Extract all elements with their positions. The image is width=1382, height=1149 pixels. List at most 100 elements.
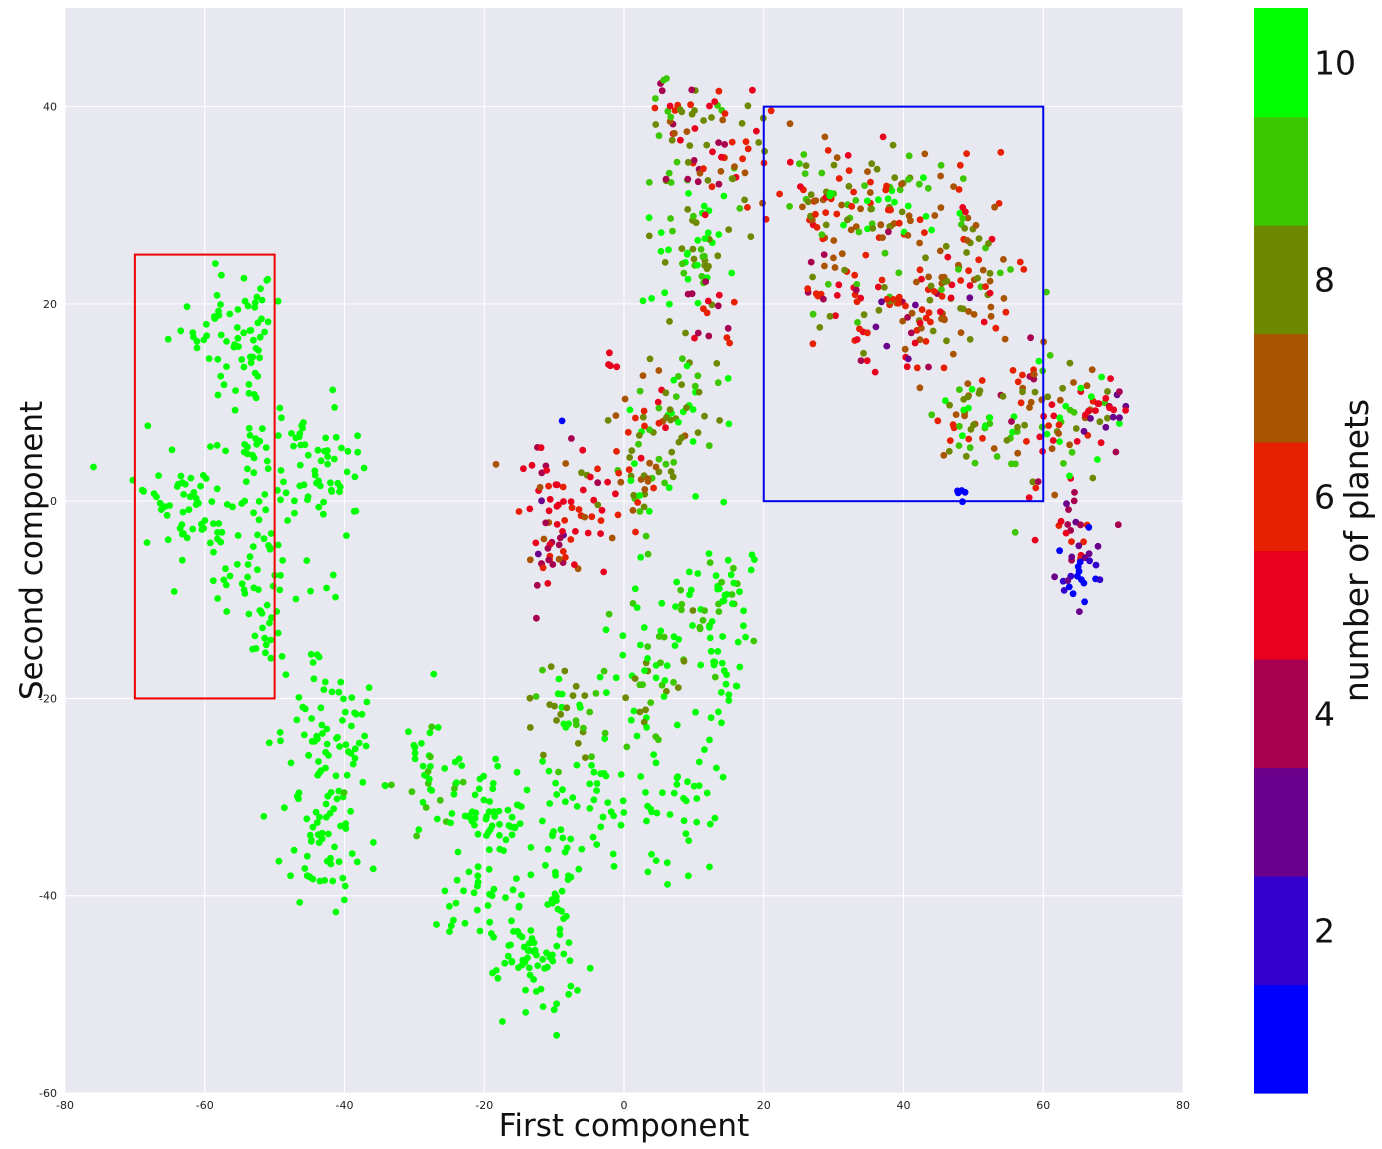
data-point [233, 324, 241, 331]
data-point [426, 729, 434, 737]
data-point [381, 782, 389, 790]
data-point [955, 186, 963, 193]
data-point [262, 641, 270, 649]
data-point [601, 729, 609, 737]
data-point [918, 306, 926, 313]
data-point [704, 297, 712, 305]
data-point [1092, 407, 1099, 414]
data-point [352, 710, 360, 718]
data-point [856, 325, 863, 333]
data-point [714, 379, 722, 387]
data-point [736, 205, 744, 212]
data-point [297, 441, 305, 449]
data-point [671, 129, 678, 137]
data-point [1011, 528, 1019, 536]
data-point [303, 852, 311, 860]
data-point [942, 242, 950, 250]
data-point [428, 787, 436, 794]
data-point [327, 860, 335, 868]
data-point [410, 741, 418, 749]
data-point [559, 528, 566, 535]
data-point [447, 922, 455, 930]
data-point [716, 417, 723, 424]
data-point [526, 505, 534, 513]
data-point [321, 877, 329, 884]
data-point [317, 457, 325, 465]
data-point [679, 355, 686, 363]
data-point [957, 329, 965, 336]
data-point [213, 441, 221, 449]
data-point [943, 277, 951, 285]
data-point [813, 224, 821, 231]
data-point [502, 894, 509, 901]
data-point [972, 221, 980, 229]
data-point [510, 928, 517, 935]
data-point [596, 673, 604, 681]
data-point [287, 872, 294, 880]
data-point [776, 190, 783, 198]
data-point [667, 113, 675, 121]
data-point [295, 433, 303, 441]
data-point [719, 773, 727, 781]
red-box [133, 253, 276, 700]
data-point [332, 908, 340, 916]
data-point [683, 250, 691, 258]
data-point [991, 203, 998, 211]
data-point [1092, 561, 1100, 569]
data-point [916, 319, 924, 327]
data-point [853, 281, 861, 288]
data-point [987, 303, 995, 311]
data-point [1035, 357, 1043, 365]
data-point [627, 716, 635, 724]
data-point [321, 678, 329, 686]
data-point [640, 503, 648, 511]
data-point [337, 678, 345, 686]
data-point [597, 770, 605, 778]
data-point [961, 488, 969, 496]
data-point [1051, 491, 1059, 499]
data-point [278, 653, 286, 660]
data-point [975, 256, 983, 264]
data-point [590, 796, 598, 804]
data-point [564, 876, 572, 883]
data-point [862, 251, 870, 259]
data-point [597, 530, 604, 537]
data-point [1025, 494, 1033, 501]
data-point [232, 387, 240, 394]
data-point [922, 338, 930, 345]
data-point [461, 919, 469, 927]
data-point [222, 581, 230, 589]
data-point [1088, 366, 1096, 374]
data-point [450, 916, 457, 924]
data-point [200, 336, 208, 344]
data-point [1097, 439, 1105, 447]
data-point [703, 141, 711, 149]
data-point [166, 502, 174, 509]
data-point [1116, 388, 1123, 396]
data-point [922, 314, 930, 322]
data-point [312, 808, 320, 816]
data-point [820, 295, 827, 303]
data-point [226, 572, 234, 580]
data-point [1066, 472, 1073, 480]
data-point [666, 811, 674, 818]
data-point [723, 334, 731, 341]
data-point [546, 701, 554, 708]
data-point [1019, 371, 1026, 379]
data-point [516, 931, 524, 939]
data-point [433, 815, 441, 823]
data-point [1082, 411, 1089, 419]
data-point [717, 168, 725, 175]
data-point [1087, 415, 1094, 422]
data-point [688, 86, 696, 94]
data-point [694, 178, 702, 186]
data-point [1046, 352, 1054, 359]
data-point [282, 489, 290, 497]
data-point [214, 355, 222, 363]
data-point [565, 990, 573, 998]
data-point [961, 412, 968, 420]
data-point [854, 319, 861, 326]
data-point [610, 863, 618, 870]
data-point [561, 667, 569, 675]
data-point [613, 363, 621, 371]
